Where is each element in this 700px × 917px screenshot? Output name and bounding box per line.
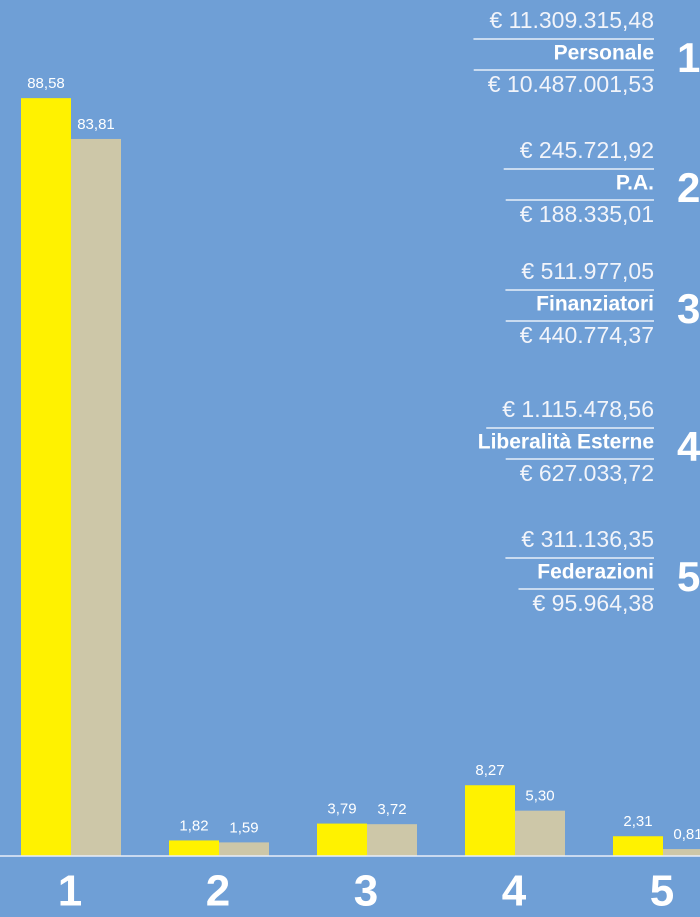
- x-tick-label: 2: [206, 867, 230, 916]
- amount: € 627.033,72: [520, 460, 654, 486]
- value-label: 2,31: [623, 813, 652, 830]
- amount: € 1.115.478,56: [502, 396, 654, 422]
- item-name: Liberalità Esterne: [478, 431, 654, 454]
- value-label: 8,27: [475, 762, 504, 779]
- value-label: 5,30: [525, 788, 554, 805]
- bar: [663, 849, 700, 856]
- bar: [317, 823, 367, 856]
- bar: [71, 138, 121, 857]
- x-tick-label: 1: [58, 867, 82, 916]
- item-number: 1: [677, 34, 700, 81]
- amount: € 188.335,01: [520, 201, 654, 227]
- item-number: 3: [677, 285, 700, 332]
- value-label: 1,59: [229, 819, 258, 836]
- bar: [515, 810, 565, 856]
- amount: € 245.721,92: [520, 137, 654, 163]
- value-label: 83,81: [77, 116, 115, 133]
- bar: [169, 840, 219, 856]
- amount: € 511.977,05: [521, 258, 654, 284]
- amount: € 11.309.315,48: [489, 7, 654, 33]
- value-label: 0,81: [673, 826, 700, 843]
- item-name: Federazioni: [537, 561, 654, 584]
- bar: [219, 842, 269, 856]
- value-label: 3,72: [377, 801, 406, 818]
- bar: [613, 836, 663, 856]
- x-tick-label: 5: [650, 867, 674, 916]
- value-label: 1,82: [179, 817, 208, 834]
- item-number: 5: [677, 553, 700, 600]
- amount: € 311.136,35: [521, 526, 654, 552]
- amount: € 440.774,37: [520, 322, 654, 348]
- bar: [21, 98, 71, 857]
- value-label: 3,79: [327, 801, 356, 818]
- x-tick-label: 4: [502, 867, 527, 916]
- item-name: Personale: [554, 42, 654, 65]
- value-label: 88,58: [27, 75, 65, 92]
- amount: € 10.487.001,53: [488, 71, 654, 97]
- amount: € 95.964,38: [532, 590, 654, 616]
- item-name: Finanziatori: [536, 293, 654, 316]
- item-number: 2: [677, 164, 700, 211]
- item-name: P.A.: [616, 172, 654, 195]
- x-tick-label: 3: [354, 867, 378, 916]
- item-number: 4: [677, 423, 700, 470]
- bar: [367, 824, 417, 856]
- bar: [465, 785, 515, 856]
